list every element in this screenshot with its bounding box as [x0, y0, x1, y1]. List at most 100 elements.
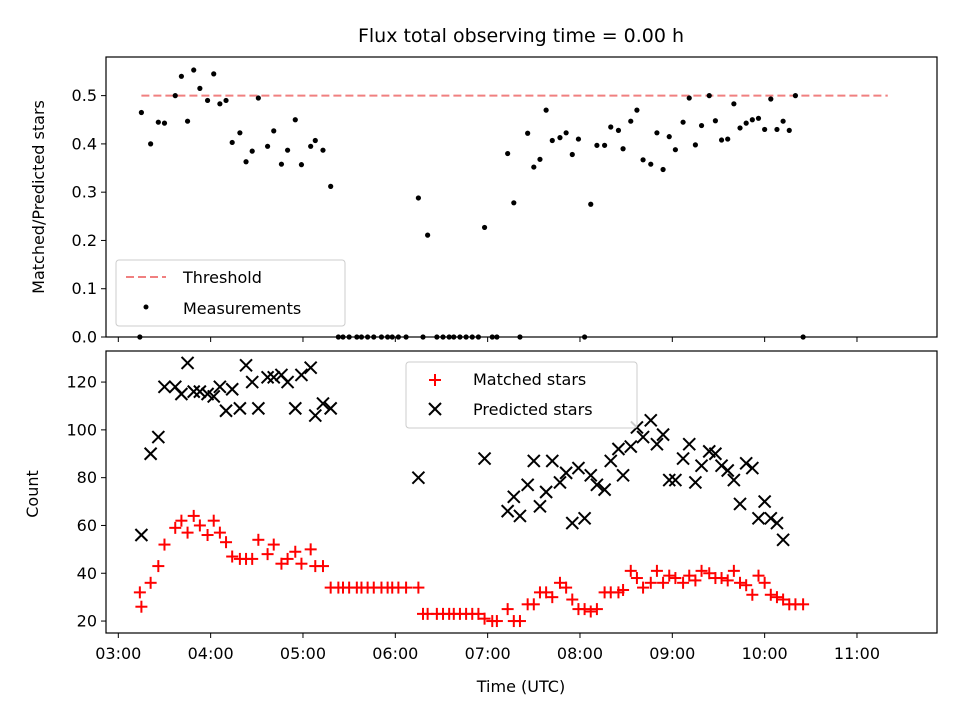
matched-star-point	[133, 586, 146, 599]
matched-star-point	[727, 564, 740, 577]
threshold-legend-label: Threshold	[182, 268, 262, 287]
predicted-star-point	[611, 442, 626, 456]
predicted-star-point	[251, 401, 266, 416]
matched-star-point	[490, 615, 503, 628]
measurement-point	[608, 124, 614, 130]
bottom-y-tick-label: 100	[66, 420, 97, 439]
predicted-star-point	[770, 516, 784, 530]
top-y-tick-label: 0.2	[72, 231, 97, 250]
matched-star-point	[590, 603, 603, 616]
matched-star-point	[513, 615, 526, 628]
matched-star-point	[152, 560, 165, 573]
bottom-legend-frame	[405, 361, 638, 429]
matched-star-point	[275, 557, 288, 570]
predicted-star-point	[559, 466, 573, 480]
measurement-point	[204, 97, 211, 104]
measurement-point	[148, 141, 154, 147]
measurement-point	[525, 130, 531, 136]
predicted-star-point	[668, 473, 683, 487]
matched-star-point	[617, 583, 630, 596]
matched-star-point	[703, 567, 716, 580]
measurement-point	[660, 166, 666, 173]
matched-star-point	[560, 581, 573, 594]
predicted-star-point	[180, 356, 195, 370]
predicted-star-point	[553, 475, 567, 490]
predicted-star-point	[745, 461, 760, 475]
matched-star-point	[734, 576, 747, 589]
bottom-y-tick-label: 20	[77, 612, 97, 631]
predicted-star-point	[213, 380, 227, 394]
predicted-star-point	[513, 509, 527, 523]
matched-star-point	[663, 569, 676, 582]
predicted-star-point	[260, 370, 275, 384]
measurement-point	[737, 125, 743, 131]
predicted-star-point	[708, 447, 723, 461]
matched-star-point	[267, 538, 280, 551]
predicted-star-point	[316, 396, 330, 411]
measurement-point	[755, 115, 762, 121]
measurement-point	[654, 130, 660, 136]
x-tick-label: 07:00	[465, 644, 511, 663]
predicted-star-point	[727, 473, 741, 487]
matched-star-point	[758, 576, 771, 589]
matched-star-point	[169, 521, 182, 534]
predicted-star-point	[134, 528, 149, 542]
predicted-star-point	[533, 499, 547, 514]
matched-star-point	[289, 545, 302, 558]
top-y-tick-label: 0.0	[72, 328, 97, 347]
matched-star-point	[546, 591, 559, 604]
measurement-point	[731, 101, 737, 107]
x-tick-label: 11:00	[834, 644, 880, 663]
top-y-axis-label: Matched/Predicted stars	[29, 100, 48, 294]
matched-star-point	[540, 586, 553, 599]
predicted-star-point	[584, 468, 598, 482]
matched-star-point	[689, 574, 702, 587]
bottom-y-axis-label: Count	[23, 470, 42, 518]
matched-star-point	[715, 572, 728, 585]
predicted-star-point	[776, 533, 790, 547]
measurement-point	[666, 134, 672, 140]
matched-star-point	[295, 557, 308, 570]
bottom-y-tick-label: 80	[77, 468, 97, 487]
x-axis-label: Time (UTC)	[476, 677, 565, 696]
matched-star-point	[746, 588, 759, 601]
measurement-point	[415, 195, 421, 201]
measurement-point	[780, 118, 786, 124]
measurement-point	[648, 161, 654, 167]
predicted-star-point	[267, 370, 281, 384]
measurement-point	[237, 130, 243, 136]
predicted-stars-legend-label: Predicted stars	[473, 400, 593, 419]
matched-stars-legend-label: Matched stars	[473, 370, 586, 389]
matched-star-point	[695, 564, 708, 577]
matched-star-point	[281, 552, 294, 565]
matched-star-point	[553, 576, 566, 589]
measurement-point	[792, 93, 799, 99]
matched-star-point	[144, 576, 157, 589]
matched-star-point	[644, 576, 657, 589]
bottom-y-tick-label: 40	[77, 564, 97, 583]
predicted-star-point	[151, 430, 166, 444]
measurement-point	[706, 93, 712, 99]
measurement-point	[312, 137, 318, 144]
predicted-star-point	[604, 454, 618, 468]
matched-star-point	[252, 533, 265, 546]
predicted-star-point	[616, 468, 630, 482]
predicted-star-point	[565, 516, 579, 530]
measurement-point	[786, 127, 792, 133]
predicted-star-point	[219, 404, 233, 418]
predicted-star-point	[694, 459, 709, 473]
matched-star-point	[721, 574, 734, 587]
bottom-legend: Matched stars Predicted stars	[405, 361, 638, 429]
matched-star-point	[797, 598, 810, 611]
measurement-point	[255, 95, 261, 101]
measurement-point	[615, 127, 622, 133]
predicted-stars-legend-swatch	[428, 402, 442, 416]
predicted-star-point	[577, 511, 592, 525]
predicted-star-point	[682, 437, 696, 451]
measurement-point	[278, 161, 285, 167]
predicted-star-point	[733, 497, 747, 511]
matched-star-point	[669, 572, 682, 585]
matched-star-point	[764, 588, 777, 601]
predicted-star-point	[571, 461, 586, 475]
measurement-point	[264, 143, 271, 149]
